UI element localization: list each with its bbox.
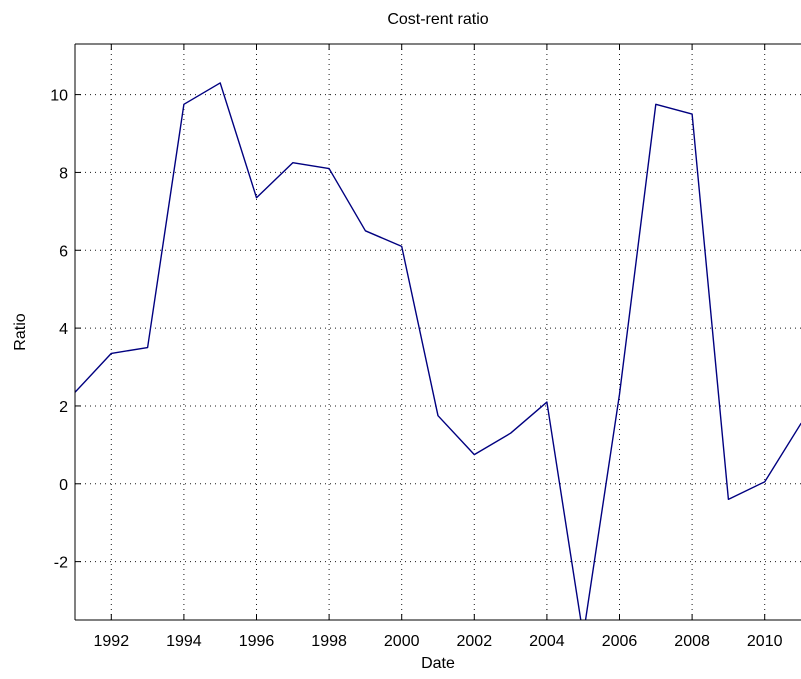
x-tick-label: 1994: [166, 633, 202, 650]
y-tick-label: 4: [59, 321, 68, 338]
tick-labels: 1992 1994 1996 1998 2000 2002 2004 2006 2008 2010…: [50, 88, 782, 650]
x-tick-label: 1998: [311, 633, 347, 650]
axis-ticks: [75, 44, 766, 620]
y-tick-label: 6: [59, 243, 68, 260]
plot-background: [75, 44, 801, 620]
x-tick-label: 2006: [602, 633, 638, 650]
x-tick-label: 2010: [747, 633, 783, 650]
y-tick-label: 10: [50, 88, 68, 105]
y-tick-label: 0: [59, 477, 68, 494]
x-tick-label: 1992: [94, 633, 130, 650]
chart-title: Cost-rent ratio: [387, 11, 488, 28]
x-tick-label: 2008: [674, 633, 710, 650]
series-layer: [75, 82, 801, 620]
y-axis-label: Ratio: [12, 313, 29, 350]
axes: [74, 43, 801, 621]
grid-lines: [75, 44, 801, 620]
y-tick-label: 8: [59, 165, 68, 182]
series-line: [75, 82, 801, 620]
x-tick-label: 1996: [239, 633, 275, 650]
x-tick-label: 2000: [384, 633, 420, 650]
x-tick-label: 2002: [457, 633, 493, 650]
y-tick-label: -2: [54, 555, 68, 572]
plot-area: [75, 44, 801, 620]
x-tick-label: 2004: [529, 633, 565, 650]
y-tick-label: 2: [59, 399, 68, 416]
x-axis-label: Date: [421, 655, 455, 672]
